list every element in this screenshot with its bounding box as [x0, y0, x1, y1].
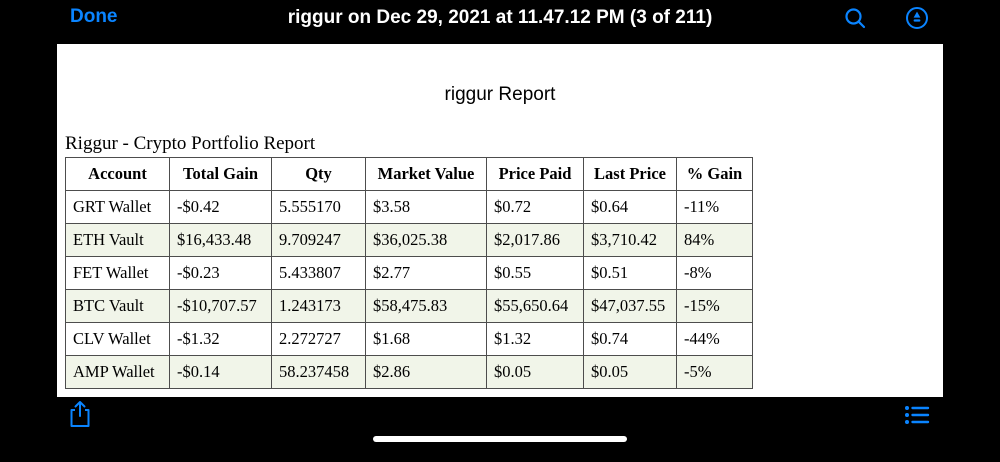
cell-last-price: $0.05 — [583, 355, 677, 389]
cell-price-paid: $2,017.86 — [486, 223, 584, 257]
cell-total-gain: -$0.14 — [169, 355, 272, 389]
table-row: FET Wallet -$0.23 5.433807 $2.77 $0.55 $… — [65, 256, 753, 290]
markup-button[interactable] — [903, 5, 931, 33]
cell-price-paid: $0.55 — [486, 256, 584, 290]
column-header-account: Account — [65, 157, 170, 191]
list-icon — [904, 406, 930, 429]
cell-market-value: $3.58 — [365, 190, 487, 224]
markup-icon — [904, 7, 930, 34]
column-header-percent-gain: % Gain — [676, 157, 753, 191]
cell-total-gain: -$1.32 — [169, 322, 272, 356]
cell-last-price: $0.64 — [583, 190, 677, 224]
cell-last-price: $3,710.42 — [583, 223, 677, 257]
table-row: CLV Wallet -$1.32 2.272727 $1.68 $1.32 $… — [65, 322, 753, 356]
cell-market-value: $1.68 — [365, 322, 487, 356]
cell-percent-gain: -8% — [676, 256, 753, 290]
table-row: GRT Wallet -$0.42 5.555170 $3.58 $0.72 $… — [65, 190, 753, 224]
cell-percent-gain: -44% — [676, 322, 753, 356]
search-icon — [843, 7, 867, 33]
cell-qty: 5.555170 — [271, 190, 366, 224]
cell-market-value: $36,025.38 — [365, 223, 487, 257]
column-header-market-value: Market Value — [365, 157, 487, 191]
cell-last-price: $47,037.55 — [583, 289, 677, 323]
cell-qty: 1.243173 — [271, 289, 366, 323]
cell-total-gain: -$0.42 — [169, 190, 272, 224]
share-button[interactable] — [66, 399, 94, 431]
cell-qty: 9.709247 — [271, 223, 366, 257]
cell-account: ETH Vault — [65, 223, 170, 257]
home-indicator[interactable] — [373, 436, 627, 442]
cell-price-paid: $55,650.64 — [486, 289, 584, 323]
cell-qty: 5.433807 — [271, 256, 366, 290]
column-header-price-paid: Price Paid — [486, 157, 584, 191]
cell-total-gain: -$10,707.57 — [169, 289, 272, 323]
cell-percent-gain: 84% — [676, 223, 753, 257]
table-row: ETH Vault $16,433.48 9.709247 $36,025.38… — [65, 223, 753, 257]
report-heading: Riggur - Crypto Portfolio Report — [65, 133, 316, 154]
bottom-toolbar — [0, 397, 1000, 462]
table-row: AMP Wallet -$0.14 58.237458 $2.86 $0.05 … — [65, 355, 753, 389]
done-button[interactable]: Done — [70, 6, 118, 27]
column-header-qty: Qty — [271, 157, 366, 191]
cell-price-paid: $0.05 — [486, 355, 584, 389]
cell-account: AMP Wallet — [65, 355, 170, 389]
cell-percent-gain: -11% — [676, 190, 753, 224]
cell-account: GRT Wallet — [65, 190, 170, 224]
cell-account: FET Wallet — [65, 256, 170, 290]
share-icon — [67, 401, 93, 432]
cell-qty: 58.237458 — [271, 355, 366, 389]
column-header-total-gain: Total Gain — [169, 157, 272, 191]
table-row: BTC Vault -$10,707.57 1.243173 $58,475.8… — [65, 289, 753, 323]
cell-qty: 2.272727 — [271, 322, 366, 356]
report-title: riggur Report — [444, 84, 556, 105]
document-page: riggur Report Riggur - Crypto Portfolio … — [57, 44, 943, 397]
search-button[interactable] — [841, 5, 869, 33]
cell-total-gain: -$0.23 — [169, 256, 272, 290]
cell-market-value: $2.86 — [365, 355, 487, 389]
portfolio-table: Account Total Gain Qty Market Value Pric… — [65, 157, 753, 389]
cell-total-gain: $16,433.48 — [169, 223, 272, 257]
column-header-last-price: Last Price — [583, 157, 677, 191]
table-header-row: Account Total Gain Qty Market Value Pric… — [65, 157, 753, 191]
cell-account: BTC Vault — [65, 289, 170, 323]
cell-last-price: $0.74 — [583, 322, 677, 356]
top-navigation-bar: Done riggur on Dec 29, 2021 at 11.47.12 … — [0, 0, 1000, 36]
cell-market-value: $2.77 — [365, 256, 487, 290]
cell-account: CLV Wallet — [65, 322, 170, 356]
cell-last-price: $0.51 — [583, 256, 677, 290]
cell-price-paid: $0.72 — [486, 190, 584, 224]
table-of-contents-button[interactable] — [903, 404, 931, 428]
cell-percent-gain: -5% — [676, 355, 753, 389]
cell-market-value: $58,475.83 — [365, 289, 487, 323]
cell-percent-gain: -15% — [676, 289, 753, 323]
cell-price-paid: $1.32 — [486, 322, 584, 356]
